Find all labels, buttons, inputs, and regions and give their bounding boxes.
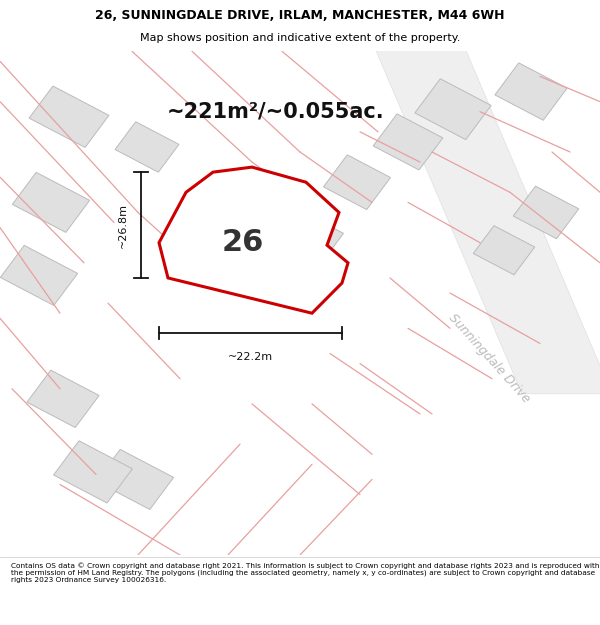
Polygon shape [97, 449, 173, 509]
Polygon shape [473, 226, 535, 275]
Polygon shape [196, 231, 272, 295]
Text: ~221m²/~0.055ac.: ~221m²/~0.055ac. [167, 102, 385, 122]
Polygon shape [495, 63, 567, 120]
Text: 26: 26 [222, 228, 264, 257]
Polygon shape [29, 86, 109, 148]
Polygon shape [513, 186, 579, 239]
Polygon shape [115, 122, 179, 172]
Text: 26, SUNNINGDALE DRIVE, IRLAM, MANCHESTER, M44 6WH: 26, SUNNINGDALE DRIVE, IRLAM, MANCHESTER… [95, 9, 505, 22]
Polygon shape [1, 246, 77, 306]
Polygon shape [13, 173, 89, 232]
Polygon shape [281, 212, 343, 263]
Polygon shape [415, 79, 491, 139]
Text: ~26.8m: ~26.8m [118, 202, 128, 248]
Text: Sunningdale Drive: Sunningdale Drive [446, 311, 532, 406]
Polygon shape [373, 114, 443, 170]
Polygon shape [159, 167, 348, 313]
Polygon shape [323, 155, 391, 209]
Polygon shape [372, 41, 600, 394]
Text: Contains OS data © Crown copyright and database right 2021. This information is : Contains OS data © Crown copyright and d… [11, 562, 599, 583]
Text: Map shows position and indicative extent of the property.: Map shows position and indicative extent… [140, 33, 460, 44]
Text: ~22.2m: ~22.2m [228, 352, 273, 362]
Polygon shape [27, 370, 99, 428]
Polygon shape [53, 441, 133, 503]
